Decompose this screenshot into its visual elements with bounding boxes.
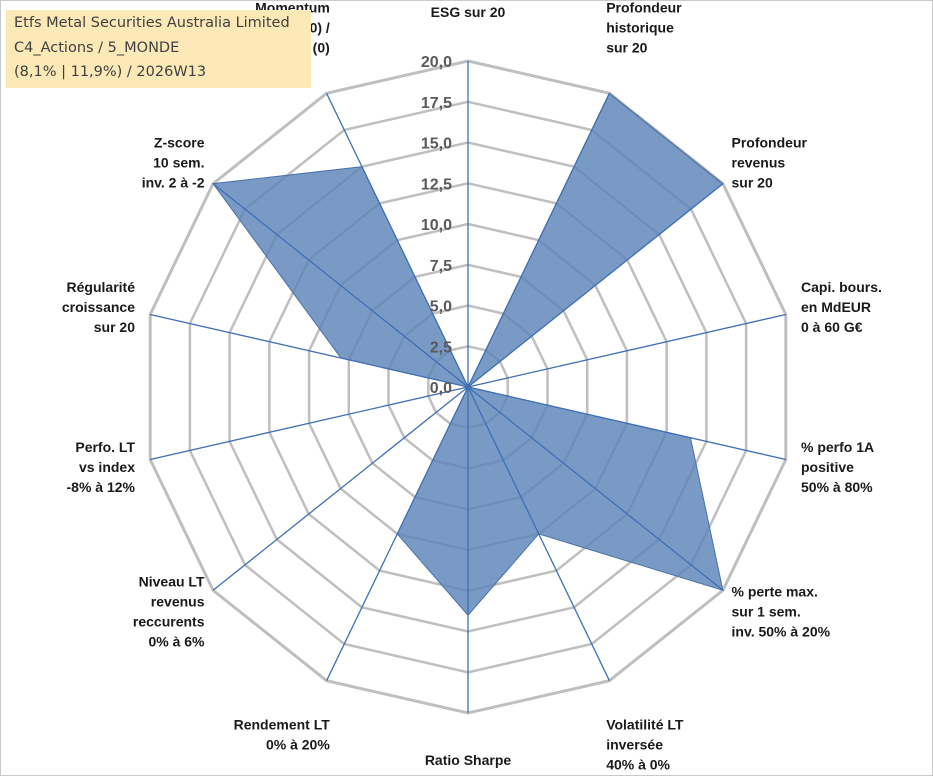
tick-label: 0,0: [430, 380, 452, 397]
axis-label-line: Ratio Sharpe: [425, 752, 512, 768]
axis-label: Z-score 10 sem. inv. 2 à -2: [142, 135, 205, 191]
axis-spoke: [467, 313, 786, 388]
tick-label: 17,5: [421, 95, 452, 112]
axis-label-line: vs index: [79, 459, 135, 475]
axis-label-line: reccurents: [133, 614, 205, 630]
axis-spoke: [467, 93, 610, 388]
tick-label: 5,0: [430, 299, 452, 316]
axis-label: Ratio Sharpe 0 à 1: [425, 752, 512, 775]
axis-label-line: inv. 50% à 20%: [732, 624, 831, 640]
axis-label-line: Rendement LT: [234, 716, 331, 732]
tick-label: 10,0: [421, 217, 452, 234]
axis-label-line: Z-score: [154, 135, 205, 151]
axis-label-line: 40% à 0%: [606, 756, 670, 772]
axis-label-line: % perfo 1A: [801, 439, 874, 455]
axis-label-line: 0% à 20%: [266, 736, 330, 752]
axis-spoke: [212, 183, 469, 388]
axis-layer: [150, 61, 786, 713]
axis-label-line: sur 20: [732, 175, 773, 191]
axis-label-layer: NoteESG sur 20 Profondeur historique sur 20…: [62, 1, 882, 775]
title-line-1: Etfs Metal Securities Australia Limited: [14, 15, 290, 31]
axis-label: Profondeur revenus sur 20: [732, 135, 808, 191]
axis-label-line: 0 à 60 G€: [801, 319, 863, 335]
tick-label: 2,5: [430, 339, 452, 356]
axis-label-line: sur 20: [94, 319, 135, 335]
axis-label: Capi. bours. en MdEUR 0 à 60 G€: [801, 279, 882, 335]
axis-spoke: [467, 386, 724, 591]
axis-label-line: sur 20: [606, 40, 647, 56]
axis-label-line: Capi. bours.: [801, 279, 882, 295]
axis-label: Régularité croissance sur 20: [62, 279, 135, 335]
axis-label-line: Profondeur: [606, 1, 682, 16]
axis-label: Rendement LT 0% à 20%: [234, 716, 331, 752]
axis-label-line: revenus: [151, 594, 205, 610]
axis-label-line: Régularité: [67, 279, 136, 295]
axis-label-line: Perfo. LT: [75, 439, 135, 455]
title-line-3: (8,1% | 11,9%) / 2026W13: [14, 64, 207, 80]
axis-label-line: inv. 2 à -2: [142, 175, 205, 191]
axis-spoke: [467, 386, 786, 461]
axis-label: % perte max. sur 1 sem. inv. 50% à 20%: [732, 584, 831, 640]
title-line-2: C4_Actions / 5_MONDE: [14, 40, 180, 56]
axis-spoke: [467, 386, 610, 681]
axis-label-line: revenus: [732, 155, 786, 171]
axis-label-line: 50% à 80%: [801, 479, 873, 495]
axis-label: NoteESG sur 20: [431, 1, 506, 20]
axis-label: Profondeur historique sur 20: [606, 1, 682, 56]
axis-label-line: en MdEUR: [801, 299, 871, 315]
axis-label-line: 0% à 6%: [148, 634, 205, 650]
title-box: Etfs Metal Securities Australia Limited …: [6, 10, 311, 88]
axis-spoke: [150, 313, 469, 388]
tick-label: 7,5: [430, 258, 452, 275]
axis-label-line: historique: [606, 20, 674, 36]
axis-spoke: [212, 386, 469, 591]
axis-label-line: % perte max.: [732, 584, 818, 600]
tick-label: 15,0: [421, 136, 452, 153]
axis-label-line: positive: [801, 459, 854, 475]
axis-spoke: [326, 386, 469, 681]
axis-label: Perfo. LT vs index -8% à 12%: [67, 439, 136, 495]
axis-spoke: [467, 183, 724, 388]
axis-label-line: croissance: [62, 299, 135, 315]
axis-label: Niveau LT revenus reccurents 0% à 6%: [133, 574, 205, 650]
axis-label-line: Volatilité LT: [606, 716, 684, 732]
axis-label: Volatilité LT inversée 40% à 0%: [606, 716, 684, 772]
axis-label-line: Niveau LT: [139, 574, 205, 590]
tick-label: 20,0: [421, 54, 452, 71]
tick-label-layer: 0,0 2,5 5,0 7,5 10,0 12,5 15,0 17,5 20,0: [421, 54, 452, 397]
tick-label: 12,5: [421, 176, 452, 193]
axis-label-line: 0 à 1: [452, 772, 483, 775]
axis-label-line: Profondeur: [732, 135, 808, 151]
axis-label-line: inversée: [606, 736, 663, 752]
axis-label-line: ESG sur 20: [431, 4, 506, 20]
axis-spoke: [150, 386, 469, 461]
axis-label: % perfo 1A positive 50% à 80%: [801, 439, 874, 495]
axis-label-line: 10 sem.: [153, 155, 204, 171]
axis-label-line: -8% à 12%: [67, 479, 136, 495]
axis-label-line: sur 1 sem.: [732, 604, 801, 620]
axis-spoke: [326, 93, 469, 388]
